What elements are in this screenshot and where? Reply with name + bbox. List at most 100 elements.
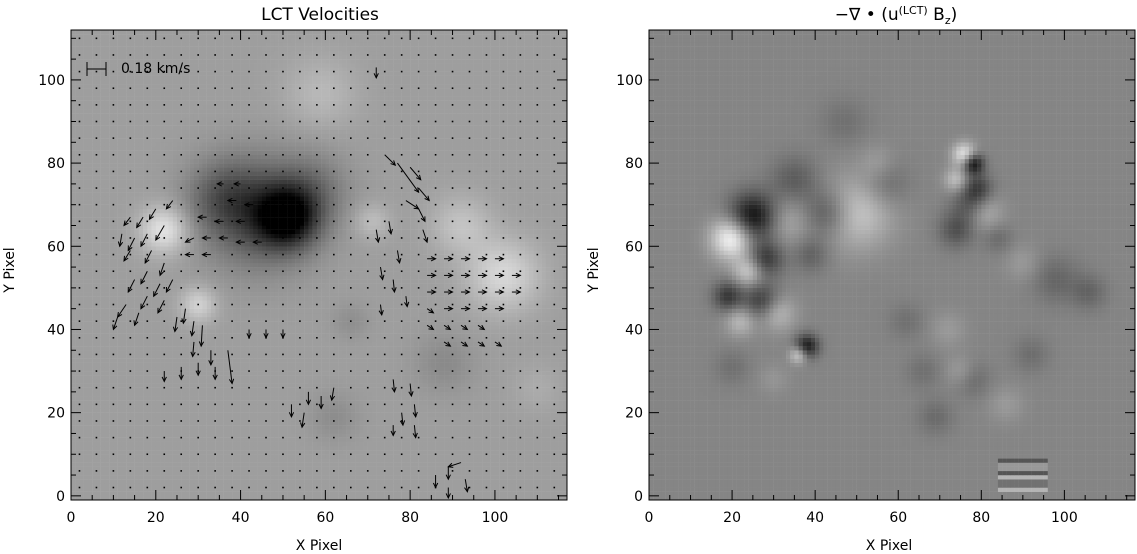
lct-background-cell (210, 371, 216, 376)
lct-background-cell (104, 425, 110, 430)
lct-background-cell (270, 325, 275, 330)
lct-background-cell (376, 412, 381, 418)
lct-background-cell (461, 429, 466, 434)
lct-background-cell (363, 350, 368, 355)
lct-background-cell (371, 466, 377, 472)
lct-background-cell (431, 329, 436, 334)
lct-background-cell (147, 400, 152, 405)
lct-background-cell (198, 391, 203, 397)
lct-background-cell (312, 387, 318, 393)
lct-background-cell (287, 371, 292, 376)
lct-background-cell (528, 354, 534, 359)
lct-background-cell (431, 358, 436, 363)
lct-background-cell (427, 375, 432, 380)
lct-background-cell (397, 462, 402, 467)
lct-background-cell (104, 429, 110, 434)
lct-background-cell (465, 383, 470, 388)
lct-background-cell (151, 408, 156, 413)
lct-background-cell (477, 454, 483, 459)
lct-background-cell (524, 358, 530, 363)
lct-background-cell (143, 333, 148, 338)
lct-background-cell (418, 458, 424, 463)
lct-background-cell (312, 483, 318, 488)
lct-background-cell (312, 341, 318, 347)
lct-background-cell (291, 387, 296, 393)
lct-background-cell (71, 420, 76, 426)
lct-background-cell (550, 350, 555, 355)
lct-background-cell (473, 462, 479, 467)
lct-background-cell (249, 325, 254, 330)
lct-background-cell (333, 416, 339, 422)
lct-background-cell (185, 412, 190, 418)
lct-background-cell (418, 462, 424, 467)
lct-background-cell (176, 321, 182, 326)
lct-background-cell (155, 491, 161, 497)
lct-background-cell (253, 346, 258, 351)
lct-background-cell (321, 479, 326, 484)
lct-background-cell (155, 408, 161, 413)
lct-background-cell (130, 437, 135, 442)
lct-background-cell (295, 487, 301, 492)
lct-background-cell (507, 400, 513, 405)
lct-background-cell (329, 358, 335, 363)
lct-background-cell (528, 437, 534, 442)
lct-background-cell (219, 358, 224, 363)
lct-background-cell (87, 404, 93, 409)
lct-background-cell (240, 341, 246, 347)
lct-background-cell (465, 337, 470, 343)
lct-background-cell (541, 450, 547, 455)
lct-background-cell (533, 404, 538, 409)
lct-background-cell (371, 491, 377, 497)
lct-background-cell (482, 458, 487, 463)
lct-background-cell (376, 450, 381, 455)
lct-background-cell (321, 366, 326, 372)
lct-background-cell (541, 441, 547, 447)
lct-background-cell (168, 445, 173, 451)
lct-background-cell (193, 437, 199, 442)
lct-background-cell (266, 441, 271, 447)
lct-background-cell (380, 329, 385, 334)
lct-background-cell (465, 371, 470, 376)
lct-background-cell (371, 341, 377, 347)
lct-background-cell (316, 400, 322, 405)
lct-background-cell (244, 466, 250, 472)
lct-background-cell (384, 329, 390, 334)
lct-background-cell (227, 454, 233, 459)
lct-background-cell (401, 454, 407, 459)
lct-background-cell (554, 475, 559, 480)
lct-background-cell (316, 375, 322, 380)
lct-background-cell (215, 412, 220, 418)
lct-background-cell (554, 383, 559, 388)
lct-background-cell (444, 362, 449, 368)
lct-background-cell (249, 337, 254, 343)
lct-background-cell (299, 487, 305, 492)
lct-background-cell (342, 462, 347, 467)
lct-background-cell (193, 400, 199, 405)
lct-background-cell (427, 333, 432, 338)
lct-background-cell (524, 375, 530, 380)
lct-background-cell (388, 400, 394, 405)
lct-background-cell (456, 383, 462, 388)
lct-background-cell (278, 450, 284, 455)
lct-background-cell (427, 325, 432, 330)
lct-background-cell (117, 491, 123, 497)
lct-background-cell (448, 404, 453, 409)
lct-background-cell (172, 337, 178, 343)
lct-background-cell (176, 458, 182, 463)
lct-background-cell (244, 387, 250, 393)
lct-background-cell (308, 383, 313, 388)
lct-background-cell (181, 445, 186, 451)
lct-background-cell (160, 491, 165, 497)
lct-background-cell (316, 387, 322, 393)
lct-background-cell (223, 433, 229, 438)
lct-background-cell (181, 412, 186, 418)
lct-background-cell (422, 462, 428, 467)
lct-background-cell (342, 483, 347, 488)
lct-background-cell (304, 387, 309, 393)
lct-background-cell (482, 462, 487, 467)
lct-background-cell (109, 466, 114, 472)
lct-background-cell (338, 445, 343, 451)
lct-background-cell (338, 470, 343, 476)
lct-background-cell (274, 495, 279, 500)
lct-background-cell (486, 450, 491, 455)
